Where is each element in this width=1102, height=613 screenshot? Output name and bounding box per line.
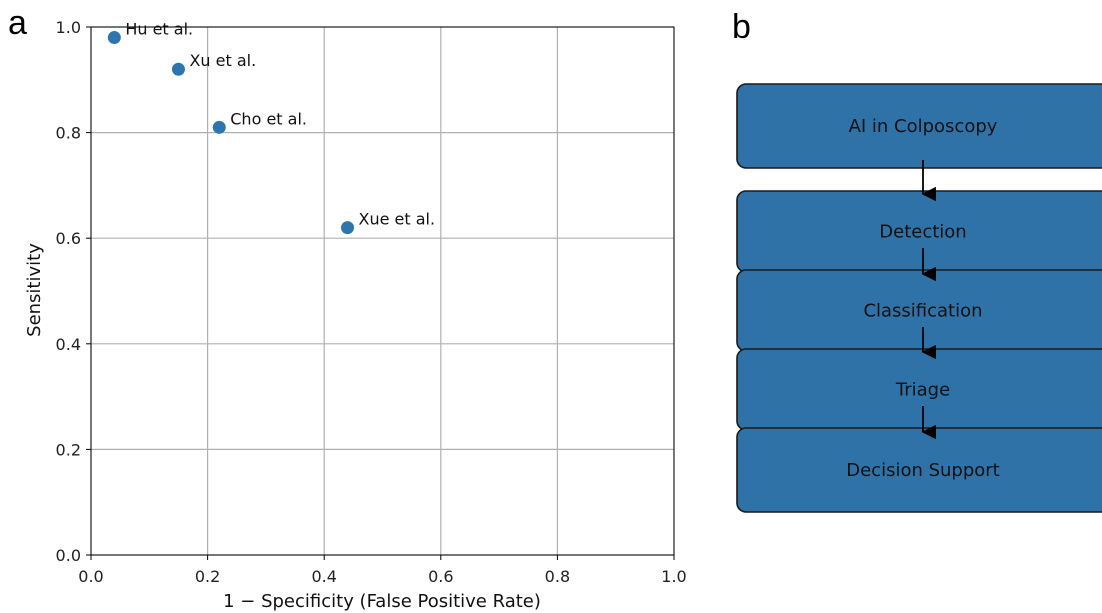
y-tick-label: 0.8	[56, 124, 81, 143]
grid-lines	[90, 26, 675, 556]
y-tick-label: 0.2	[56, 440, 81, 459]
y-tick-label: 0.4	[56, 335, 81, 354]
data-point-label: Xu et al.	[189, 51, 256, 70]
x-axis-ticks: 0.0 0.2 0.4 0.6 0.8 1.0	[78, 555, 687, 586]
x-tick-label: 0.6	[428, 567, 453, 586]
data-point	[107, 31, 121, 45]
panel-b-label: b	[732, 8, 751, 46]
x-tick-label: 1.0	[661, 567, 686, 586]
x-tick-label: 0.8	[545, 567, 570, 586]
flow-node-label: Triage	[895, 380, 950, 401]
x-tick-label: 0.0	[78, 567, 103, 586]
y-tick-label: 1.0	[56, 18, 81, 37]
flow-node-label: Detection	[879, 222, 966, 243]
flowchart: AI in Colposcopy Detection Classification T…	[736, 83, 1102, 513]
data-point	[212, 120, 226, 134]
data-points: Hu et al. Xu et al. Cho et al. Xue et al.	[107, 20, 436, 235]
data-point	[341, 221, 355, 235]
y-tick-label: 0.6	[56, 229, 81, 248]
x-tick-label: 0.4	[311, 567, 336, 586]
y-axis-label: Sensitivity	[24, 243, 45, 337]
data-point-label: Hu et al.	[125, 20, 193, 39]
flow-node-label: Classification	[863, 301, 982, 322]
y-tick-label: 0.0	[56, 546, 81, 565]
scatter-plot: 0.0 0.2 0.4 0.6 0.8 1.0 0.0 0.2 0.4 0.6 0.8 1.0 Hu…	[24, 18, 687, 612]
y-axis-ticks: 0.0 0.2 0.4 0.6 0.8 1.0	[56, 18, 91, 565]
x-tick-label: 0.2	[195, 567, 220, 586]
x-axis-label: 1 − Specificity (False Positive Rate)	[223, 591, 541, 612]
flow-node-label: Decision Support	[846, 460, 1000, 481]
data-point	[171, 62, 185, 76]
flow-node-label: AI in Colposcopy	[849, 116, 998, 137]
plot-frame	[90, 26, 675, 556]
panel-a-label: a	[8, 4, 27, 42]
flow-node-box	[736, 83, 1102, 169]
data-point-label: Xue et al.	[359, 210, 436, 229]
data-point-label: Cho et al.	[230, 109, 307, 128]
